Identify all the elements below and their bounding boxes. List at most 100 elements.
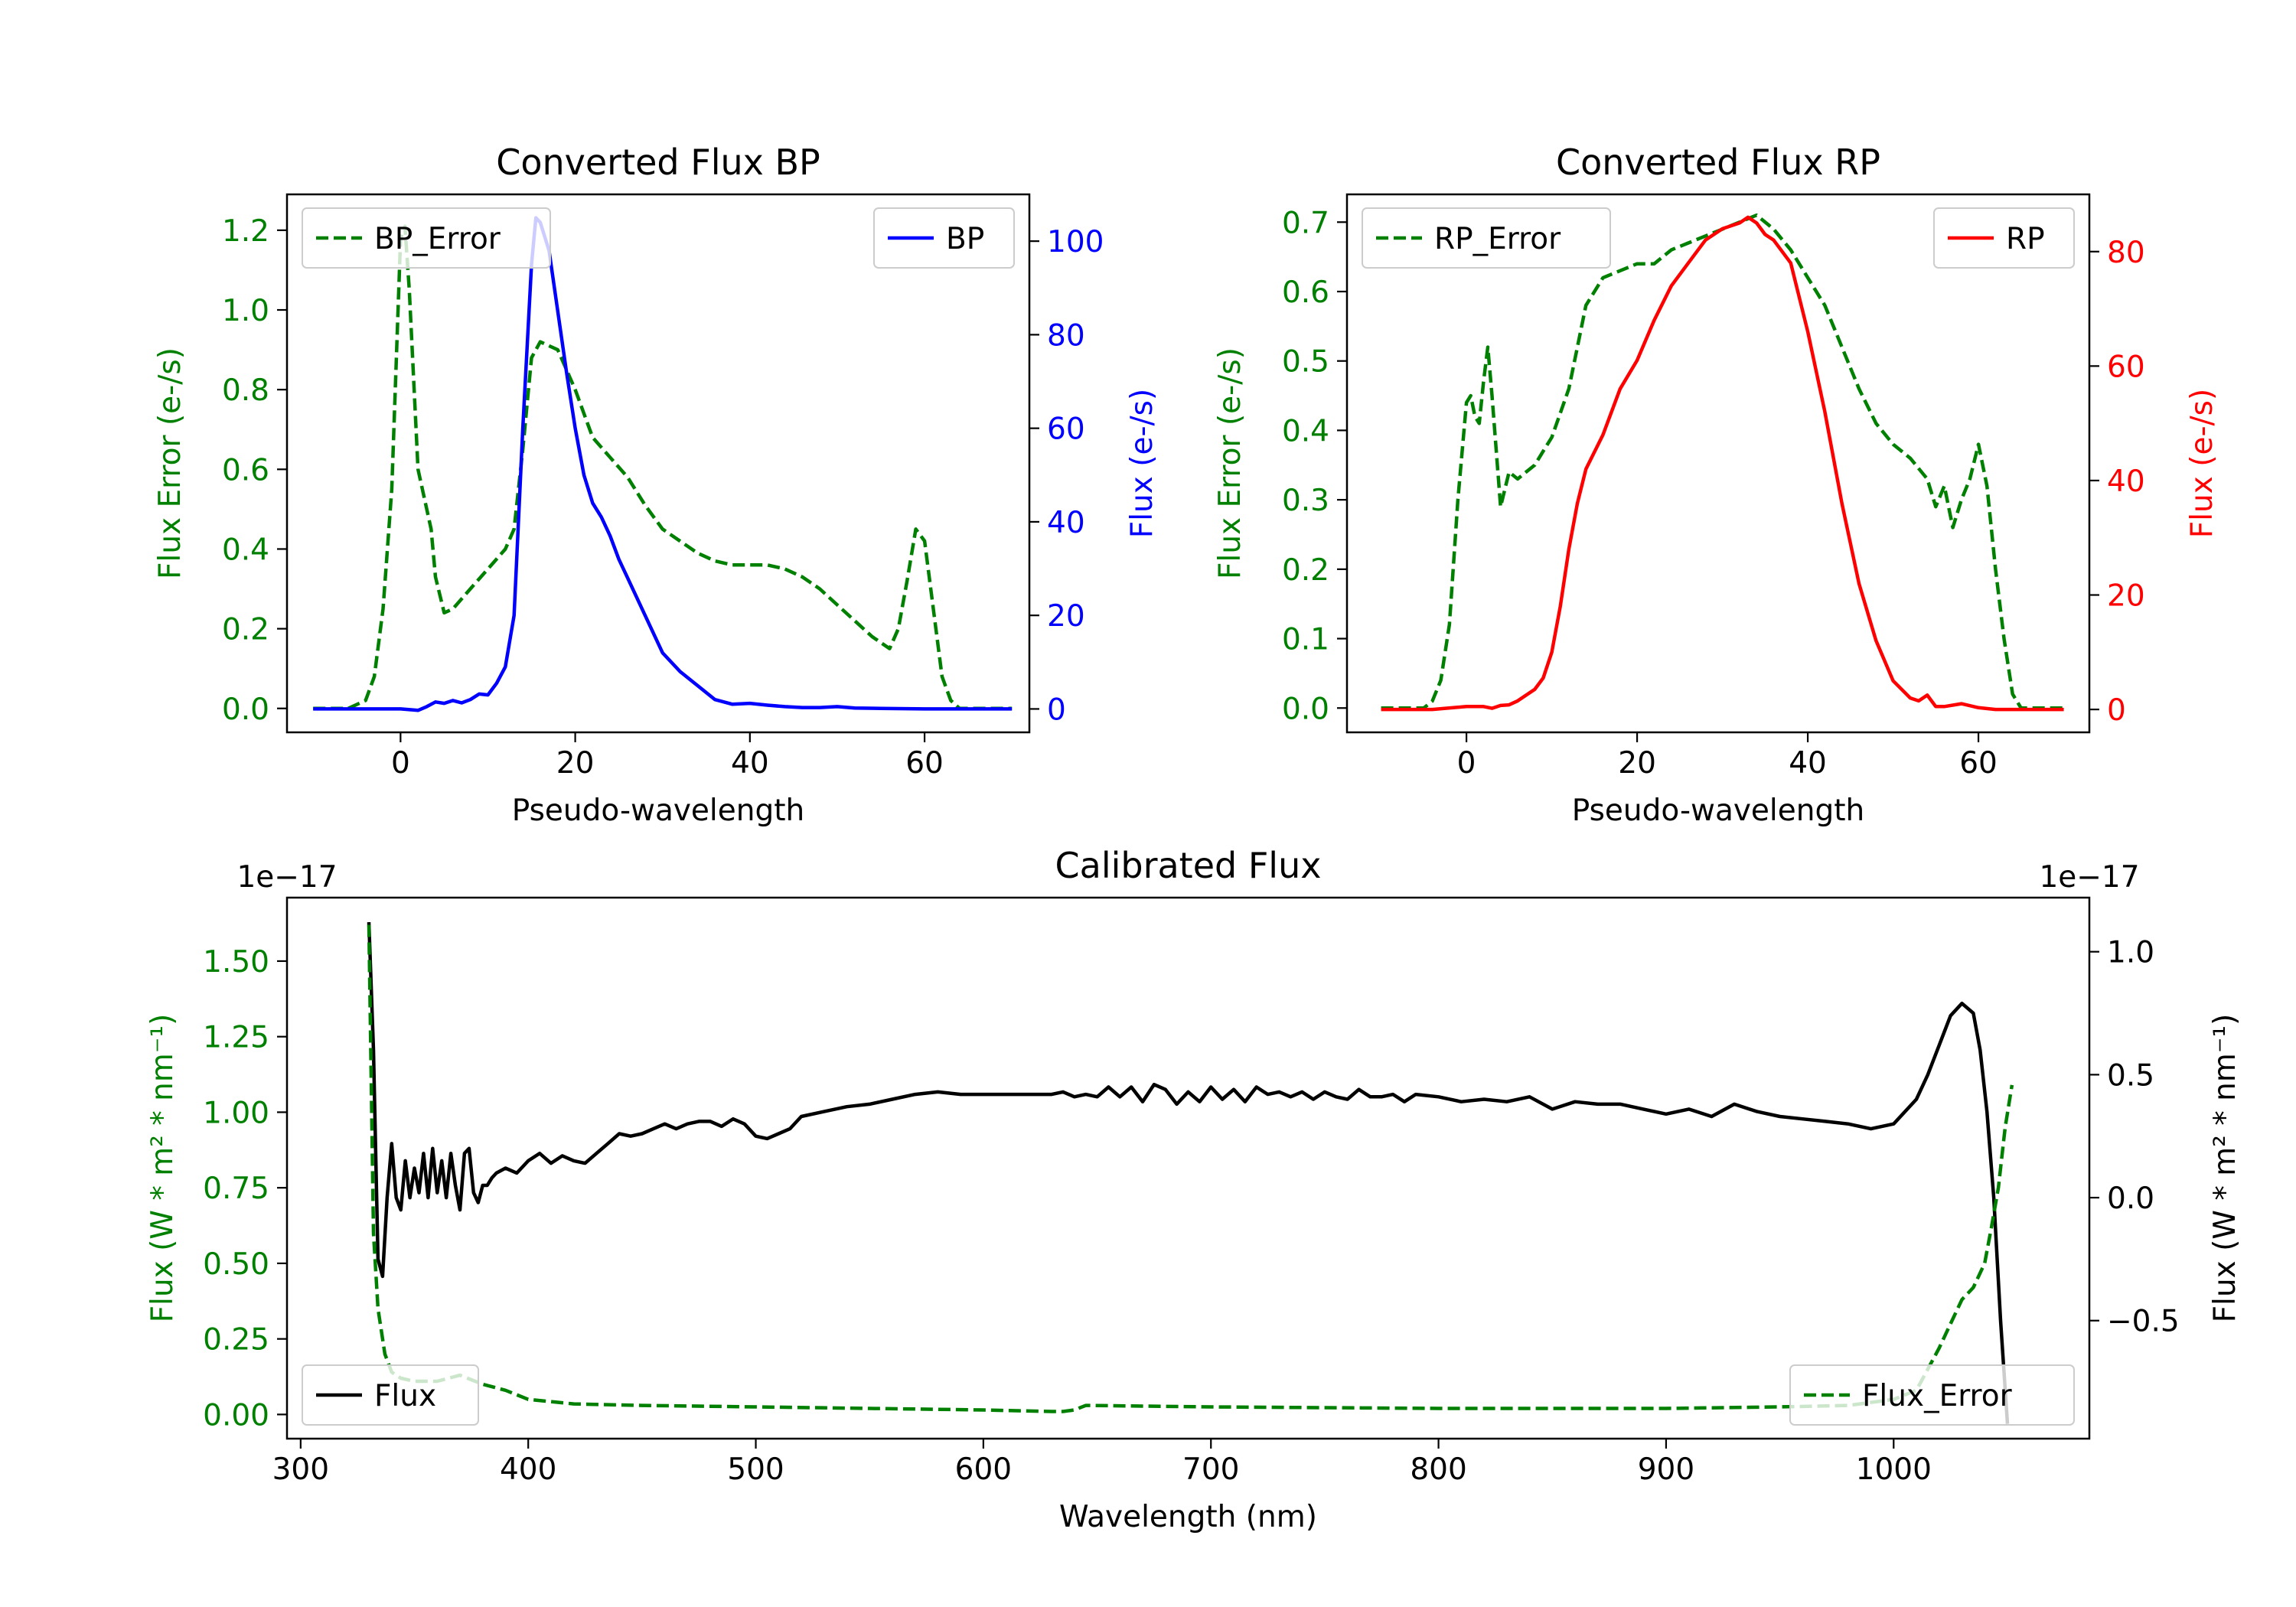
y-axis-label-left: Flux (W * m² * nm⁻¹) — [145, 1014, 180, 1323]
legend-bp: BP — [873, 207, 1015, 269]
y-tick-label-left: 0.25 — [203, 1323, 269, 1358]
legend-label: Flux — [374, 1379, 436, 1413]
series-line-flux — [367, 922, 2010, 1424]
legend-label: BP — [946, 222, 984, 256]
legend-bp-error: BP_Error — [302, 207, 551, 269]
y-tick-label-right: 80 — [1047, 318, 1085, 353]
y-tick-label-left: 0.6 — [222, 453, 269, 487]
y-axis-label-right: Flux (W * m² * nm⁻¹) — [2208, 1014, 2242, 1323]
y-axis-label-left: Flux Error (e-/s) — [1213, 347, 1247, 579]
legend-rp-error: RP_Error — [1362, 207, 1611, 269]
y-tick-label-right: 100 — [1047, 225, 1104, 259]
y-tick-label-left: 1.0 — [222, 294, 269, 328]
y-tick-label-left: 0.1 — [1282, 623, 1329, 657]
x-tick-label: 300 — [272, 1452, 329, 1487]
y-tick-label-left: 1.25 — [203, 1021, 269, 1055]
y-tick-label-right: 60 — [2107, 350, 2145, 384]
y-tick-label-left: 0.3 — [1282, 484, 1329, 518]
x-axis-label: Wavelength (nm) — [1059, 1500, 1317, 1534]
y-tick-label-right: 80 — [2107, 236, 2145, 270]
legend-label: BP_Error — [374, 222, 501, 256]
y-tick-label-left: 0.75 — [203, 1172, 269, 1206]
y-tick-label-left: 0.2 — [222, 613, 269, 647]
y-tick-label-left: 0.4 — [1282, 414, 1329, 448]
y-tick-label-right: 20 — [1047, 599, 1085, 634]
y-axis-label-right: Flux (e-/s) — [1125, 389, 1159, 538]
chart-title: Calibrated Flux — [1055, 845, 1322, 886]
x-tick-label: 800 — [1410, 1452, 1466, 1487]
plot-frame — [1345, 193, 2091, 734]
chart-title: Converted Flux RP — [1556, 142, 1880, 183]
y-tick-label-left: 0.4 — [222, 533, 269, 567]
series-line-bp — [313, 216, 1013, 712]
y-tick-label-left: 0.2 — [1282, 553, 1329, 588]
chart-calibrated: 300 400 500 600 700 800 900 1000 0.00 0.25 0.50 0.7… — [145, 845, 2242, 1534]
offset-label-left: 1e−17 — [236, 860, 337, 895]
series-line-rp — [1381, 215, 2064, 712]
y-tick-label-right: 60 — [1047, 412, 1085, 447]
y-tick-label-left: 1.00 — [203, 1096, 269, 1130]
legend-label: RP — [2006, 222, 2045, 256]
x-axis-label: Pseudo-wavelength — [512, 794, 804, 828]
chart-rp: 0 20 40 60 0.0 0.1 0.2 0.3 0.4 0.5 0.6 0.7 0 20 40 60 80… — [1213, 142, 2219, 828]
x-tick-label: 0 — [1457, 746, 1476, 781]
legend-box — [873, 207, 1015, 269]
x-tick-label: 900 — [1638, 1452, 1694, 1487]
legend-flux: Flux — [302, 1364, 479, 1426]
y-tick-label-left: 0.5 — [1282, 345, 1329, 380]
legend-flux-error: Flux_Error — [1789, 1364, 2075, 1426]
y-axis-label-left: Flux Error (e-/s) — [153, 347, 188, 579]
legend-box — [1362, 207, 1611, 269]
series-line-flux-error — [367, 924, 2014, 1413]
y-tick-label-right: 40 — [2107, 464, 2145, 499]
y-tick-label-right: 1.0 — [2107, 936, 2154, 970]
x-tick-label: 600 — [955, 1452, 1012, 1487]
series-line-bp-error — [313, 224, 1013, 711]
plot-frame — [285, 896, 2091, 1440]
y-tick-label-left: 0.0 — [1282, 692, 1329, 726]
x-tick-label: 400 — [500, 1452, 556, 1487]
x-axis-label: Pseudo-wavelength — [1572, 794, 1864, 828]
chart-title: Converted Flux BP — [496, 142, 820, 183]
legend-box — [302, 1364, 479, 1426]
chart-bp: 0 20 40 60 0.0 0.2 0.4 0.6 0.8 1.0 1.2 0 20 40 60 80 100… — [153, 142, 1159, 828]
y-tick-label-left: 1.2 — [222, 214, 269, 249]
y-tick-label-left: 1.50 — [203, 945, 269, 980]
legend-box — [302, 207, 551, 269]
plot-frame — [285, 193, 1031, 734]
y-tick-label-right: 40 — [1047, 506, 1085, 540]
y-tick-label-right: −0.5 — [2107, 1305, 2180, 1339]
y-tick-label-left: 0.8 — [222, 373, 269, 408]
x-tick-label: 700 — [1182, 1452, 1239, 1487]
x-tick-label: 60 — [905, 746, 944, 781]
y-tick-label-right: 0.0 — [2107, 1182, 2154, 1216]
series-group — [1381, 213, 2064, 712]
x-tick-label: 40 — [731, 746, 769, 781]
x-tick-label: 0 — [391, 746, 410, 781]
offset-label-right: 1e−17 — [2039, 860, 2139, 895]
legend-box — [1933, 207, 2075, 269]
y-tick-label-right: 0 — [2107, 693, 2126, 728]
legend-box — [1789, 1364, 2075, 1426]
x-tick-label: 40 — [1789, 746, 1827, 781]
y-tick-label-left: 0.00 — [203, 1398, 269, 1433]
y-axis-label-right: Flux (e-/s) — [2185, 389, 2219, 538]
x-tick-label: 20 — [1618, 746, 1656, 781]
y-tick-label-left: 0.50 — [203, 1247, 269, 1282]
legend-label: Flux_Error — [1862, 1379, 2013, 1413]
legend-label: RP_Error — [1434, 222, 1561, 256]
y-tick-label-left: 0.7 — [1282, 206, 1329, 240]
series-group — [313, 216, 1013, 712]
legend-rp: RP — [1933, 207, 2075, 269]
y-tick-label-left: 0.0 — [222, 693, 269, 727]
y-tick-label-right: 20 — [2107, 579, 2145, 614]
y-tick-label-left: 0.6 — [1282, 275, 1329, 310]
x-tick-label: 20 — [556, 746, 595, 781]
series-group — [367, 922, 2014, 1424]
x-tick-label: 500 — [727, 1452, 784, 1487]
x-tick-label: 60 — [1959, 746, 1998, 781]
y-tick-label-right: 0 — [1047, 693, 1066, 727]
y-tick-label-right: 0.5 — [2107, 1058, 2154, 1093]
series-line-rp-error — [1381, 213, 2064, 710]
